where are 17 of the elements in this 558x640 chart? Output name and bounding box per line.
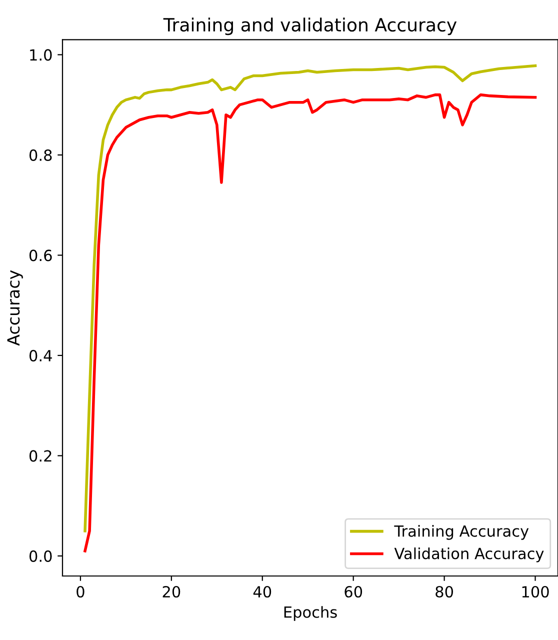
x-tick-label: 80 <box>436 586 454 598</box>
legend-label: Training Accuracy <box>394 525 529 540</box>
x-tick-label: 100 <box>522 586 549 598</box>
chart-title: Training and validation Accuracy <box>163 18 457 36</box>
y-axis-title: Accuracy <box>7 270 23 346</box>
y-tick-label: 1.0 <box>30 49 52 61</box>
y-tick-label: 0.0 <box>29 550 52 562</box>
x-tick-label: 0 <box>76 586 84 598</box>
x-tick-label: 60 <box>344 586 362 598</box>
x-axis-title: Epochs <box>284 606 337 621</box>
y-tick-label: 0.6 <box>29 250 52 262</box>
legend-label: Validation Accuracy <box>394 547 544 562</box>
x-tick-label: 20 <box>162 586 180 598</box>
y-tick-label: 0.4 <box>29 350 52 362</box>
y-tick-label: 0.2 <box>29 450 52 462</box>
x-tick-label: 40 <box>253 586 272 598</box>
y-tick-label: 0.8 <box>29 149 52 161</box>
